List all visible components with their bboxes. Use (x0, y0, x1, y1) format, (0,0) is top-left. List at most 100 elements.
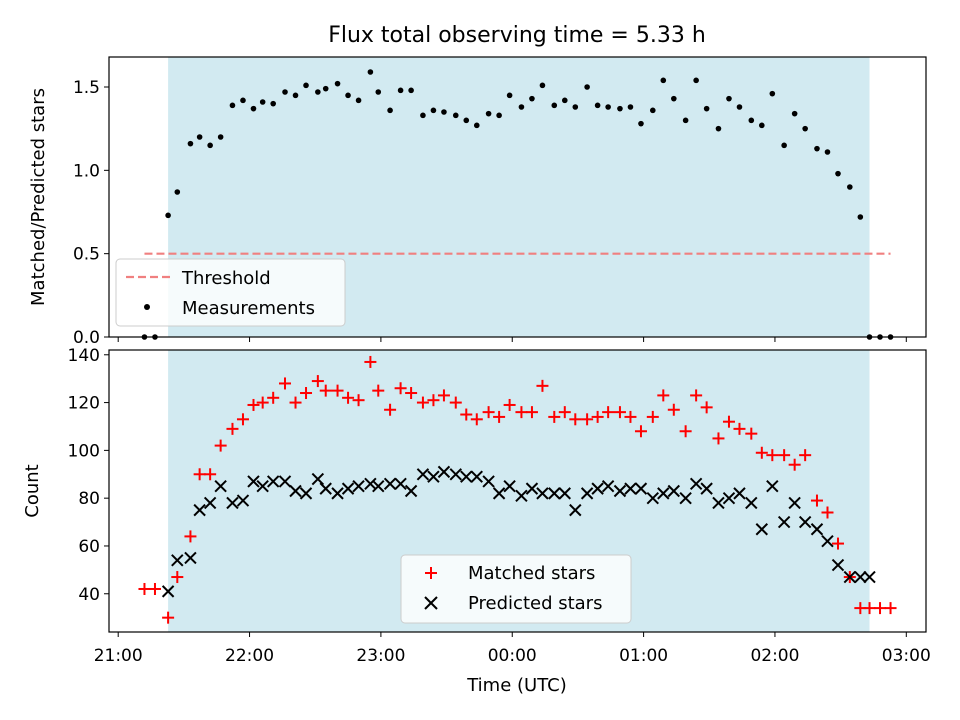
x-tick-label: 21:00 (94, 646, 143, 666)
predicted-star-point (536, 487, 549, 500)
measurement-point (561, 97, 568, 104)
predicted-star-point (299, 487, 313, 500)
matched-star-point (712, 432, 725, 445)
measurement-point (703, 105, 710, 112)
predicted-star-point (667, 484, 681, 498)
measurement-point (693, 77, 699, 84)
measurement-point (473, 122, 480, 129)
bottom-legend: Matched stars Predicted stars (400, 554, 632, 624)
measurement-point (292, 92, 299, 99)
x-tick-label: 01:00 (619, 646, 668, 666)
matched-star-point (646, 410, 659, 423)
measurement-point (682, 117, 689, 124)
matched-star-point (799, 449, 812, 462)
predicted-star-point (634, 482, 648, 495)
bottom-y-tick-label: 120 (68, 394, 100, 414)
matched-star-point (863, 602, 876, 615)
measurement-point (270, 100, 276, 107)
predicted-star-point (161, 585, 175, 598)
measurement-point (282, 89, 288, 95)
measurement-point (791, 110, 798, 117)
predicted-legend-marker (424, 596, 438, 610)
predicted-star-point (482, 475, 495, 488)
matched-star-point (690, 389, 703, 402)
bottom-y-tick-label: 60 (78, 537, 100, 557)
measurement-point (367, 69, 374, 75)
predicted-star-point (755, 523, 769, 536)
matched-star-point (148, 582, 161, 595)
measurement-point (452, 112, 459, 119)
top-y-tick-label: 1.0 (73, 161, 100, 181)
measurement-point (835, 170, 841, 177)
matched-star-point (193, 468, 206, 481)
predicted-star-point (689, 477, 703, 491)
measurement-point (584, 84, 590, 90)
measurement-point (303, 82, 309, 89)
matched-star-point (634, 425, 647, 438)
matched-star-point (755, 446, 768, 459)
matched-star-point (745, 427, 758, 440)
predicted-star-point (256, 480, 269, 493)
matched-star-point (342, 391, 355, 404)
matched-star-point (821, 506, 834, 519)
matched-star-point (722, 415, 735, 428)
flux-ratio-panel: Flux total observing time = 5.33 h 0.0 0.… (28, 23, 927, 348)
predicted-star-point (788, 496, 801, 510)
x-axis-label: Time (UTC) (466, 675, 567, 696)
bottom-plot-frame (108, 349, 927, 633)
matched-star-point (405, 387, 418, 400)
measurement-point (259, 99, 266, 105)
matched-star-point (591, 410, 604, 423)
matched-star-point (394, 382, 407, 395)
predicted-star-point (247, 475, 260, 488)
predicted-star-point (777, 515, 791, 529)
star-count-panel: 40 60 80 100 120 140 21:00 22:00 23:00 00:00 01:0… (22, 346, 931, 696)
measurement-point (387, 107, 393, 114)
matched-star-point (525, 406, 538, 419)
predicted-star-point (184, 551, 197, 565)
matched-star-point (657, 389, 670, 402)
matched-star-point (602, 406, 615, 419)
matched-star-point (581, 413, 594, 426)
predicted-star-point (311, 472, 325, 486)
matched-star-point (667, 403, 680, 416)
measurement-point (759, 122, 765, 129)
measurement-point (187, 140, 194, 147)
matched-star-point (613, 406, 626, 419)
matched-star-point (311, 375, 324, 388)
predicted-star-point (437, 465, 451, 479)
measurement-point (551, 102, 558, 109)
legend-threshold-label: Threshold (181, 268, 271, 289)
measurement-point (748, 117, 755, 124)
measurement-point (824, 149, 831, 155)
measurement-point (518, 104, 525, 110)
predicted-star-point (613, 484, 627, 498)
matched-star-point (884, 602, 897, 615)
legend-measurements-label: Measurements (182, 298, 315, 319)
matched-star-point (733, 422, 746, 435)
measurement-point (217, 134, 224, 140)
measurement-point (605, 104, 611, 110)
measurement-point (671, 95, 677, 102)
measurement-point (375, 89, 382, 95)
predicted-star-point (679, 491, 692, 505)
predicted-star-point (214, 480, 227, 493)
matched-star-point (256, 396, 269, 409)
matched-star-point (372, 384, 385, 397)
predicted-star-point (733, 487, 746, 500)
top-y-tick-label: 1.5 (73, 78, 100, 98)
predicted-star-point (580, 487, 594, 500)
predicted-star-point (821, 534, 834, 548)
measurement-point (334, 80, 341, 87)
matched-star-point (460, 408, 473, 421)
predicted-star-point (352, 480, 365, 493)
predicted-star-point (394, 477, 407, 491)
predicted-star-point (503, 480, 516, 493)
matched-star-point (279, 377, 292, 390)
predicted-star-point (843, 570, 857, 584)
bottom-y-tick-label: 80 (78, 489, 100, 509)
matched-star-point (319, 384, 332, 397)
matched-star-point (331, 384, 344, 397)
matched-star-point (300, 387, 313, 400)
